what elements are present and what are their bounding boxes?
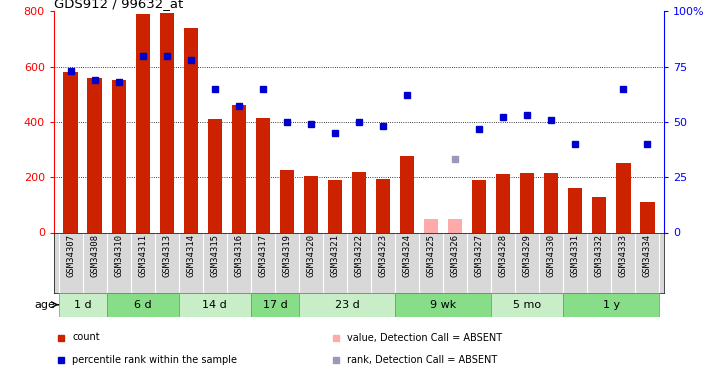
- Text: percentile rank within the sample: percentile rank within the sample: [72, 355, 237, 365]
- Text: GSM34322: GSM34322: [355, 234, 363, 277]
- Bar: [59, 292, 107, 317]
- Bar: [107, 292, 179, 317]
- Bar: [496, 174, 510, 232]
- Bar: [424, 219, 438, 232]
- Text: count: count: [72, 333, 100, 342]
- Text: GSM34321: GSM34321: [330, 234, 340, 277]
- Bar: [184, 28, 198, 233]
- Bar: [352, 172, 366, 232]
- Text: GSM34327: GSM34327: [475, 234, 484, 277]
- Bar: [640, 202, 655, 232]
- Bar: [111, 80, 126, 232]
- Bar: [616, 164, 630, 232]
- Bar: [563, 292, 659, 317]
- Text: 23 d: 23 d: [335, 300, 360, 310]
- Bar: [208, 119, 222, 232]
- Bar: [448, 219, 462, 232]
- Text: value, Detection Call = ABSENT: value, Detection Call = ABSENT: [347, 333, 502, 342]
- Bar: [299, 292, 395, 317]
- Text: 1 y: 1 y: [602, 300, 620, 310]
- Bar: [592, 196, 607, 232]
- Bar: [304, 176, 318, 232]
- Text: GSM34334: GSM34334: [643, 234, 652, 277]
- Text: GSM34326: GSM34326: [451, 234, 460, 277]
- Bar: [400, 156, 414, 232]
- Text: GSM34329: GSM34329: [523, 234, 532, 277]
- Text: GSM34330: GSM34330: [546, 234, 556, 277]
- Text: GSM34320: GSM34320: [307, 234, 315, 277]
- Bar: [232, 105, 246, 232]
- Text: GSM34325: GSM34325: [426, 234, 436, 277]
- Bar: [544, 173, 559, 232]
- Text: GSM34314: GSM34314: [186, 234, 195, 277]
- Text: GSM34333: GSM34333: [619, 234, 628, 277]
- Text: age: age: [34, 300, 55, 310]
- Text: 5 mo: 5 mo: [513, 300, 541, 310]
- Text: GSM34328: GSM34328: [499, 234, 508, 277]
- Text: GSM34316: GSM34316: [234, 234, 243, 277]
- Text: rank, Detection Call = ABSENT: rank, Detection Call = ABSENT: [347, 355, 497, 365]
- Bar: [395, 292, 491, 317]
- Bar: [63, 72, 78, 232]
- Bar: [159, 13, 174, 232]
- Text: 6 d: 6 d: [134, 300, 151, 310]
- Text: GSM34317: GSM34317: [258, 234, 267, 277]
- Bar: [520, 173, 534, 232]
- Bar: [280, 170, 294, 232]
- Text: GSM34324: GSM34324: [403, 234, 411, 277]
- Text: 17 d: 17 d: [263, 300, 287, 310]
- Text: GSM34313: GSM34313: [162, 234, 172, 277]
- Bar: [472, 180, 486, 232]
- Bar: [327, 180, 342, 232]
- Text: GSM34319: GSM34319: [282, 234, 292, 277]
- Bar: [491, 292, 563, 317]
- Bar: [256, 118, 270, 232]
- Text: GSM34332: GSM34332: [595, 234, 604, 277]
- Text: 1 d: 1 d: [74, 300, 91, 310]
- Text: 14 d: 14 d: [202, 300, 227, 310]
- Text: GSM34315: GSM34315: [210, 234, 219, 277]
- Bar: [136, 14, 150, 232]
- Bar: [179, 292, 251, 317]
- Text: GDS912 / 99632_at: GDS912 / 99632_at: [54, 0, 183, 10]
- Bar: [88, 78, 102, 232]
- Bar: [251, 292, 299, 317]
- Text: 9 wk: 9 wk: [430, 300, 456, 310]
- Bar: [376, 178, 391, 232]
- Text: GSM34308: GSM34308: [90, 234, 99, 277]
- Text: GSM34310: GSM34310: [114, 234, 123, 277]
- Bar: [568, 188, 582, 232]
- Text: GSM34307: GSM34307: [66, 234, 75, 277]
- Text: GSM34331: GSM34331: [571, 234, 579, 277]
- Text: GSM34311: GSM34311: [139, 234, 147, 277]
- Text: GSM34323: GSM34323: [378, 234, 388, 277]
